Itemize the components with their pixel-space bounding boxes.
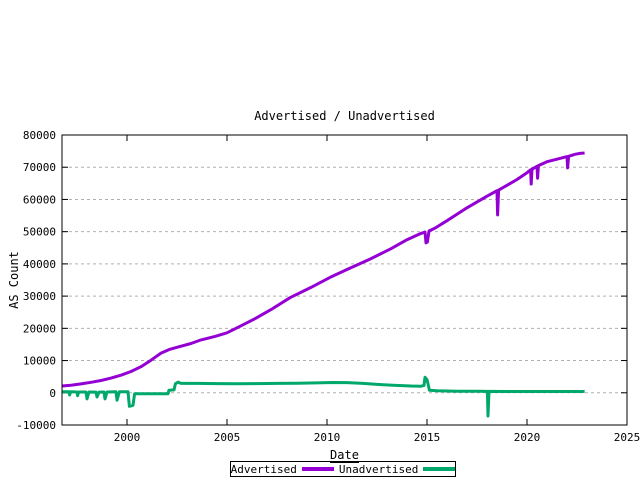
x-tick-label: 2005 [214, 431, 241, 444]
x-tick-label: 2015 [414, 431, 441, 444]
y-tick-label: 50000 [23, 226, 56, 239]
x-axis-label: Date [330, 448, 359, 463]
legend-label: Unadvertised [338, 462, 419, 476]
y-tick-label: 40000 [23, 258, 56, 271]
y-tick-label: 30000 [23, 290, 56, 303]
plot-border [61, 134, 628, 426]
legend-entry-unadvertised: Unadvertised [338, 462, 456, 476]
x-tick-label: 2010 [314, 431, 341, 444]
series-line-unadvertised [62, 375, 585, 418]
x-tick-label: 2025 [614, 431, 640, 444]
y-tick-label: 10000 [23, 355, 56, 368]
y-axis-label: AS Count [7, 251, 21, 309]
y-tick-label: 80000 [23, 129, 56, 142]
legend-line-sample [423, 467, 456, 471]
legend-entry-advertised: Advertised [231, 463, 334, 476]
y-tick-label: 0 [49, 387, 56, 400]
legend-line-sample [301, 467, 334, 471]
x-tick-label: 2020 [514, 431, 541, 444]
y-tick-label: 70000 [23, 161, 56, 174]
chart-title: Advertised / Unadvertised [254, 109, 435, 123]
series-line-advertised [61, 151, 585, 388]
legend-box: Advertised Unadvertised [230, 461, 456, 477]
y-tick-label: -10000 [16, 419, 56, 432]
x-axis-label-wrap: Date [62, 448, 627, 463]
y-tick-label: 60000 [23, 193, 56, 206]
y-tick-label: 20000 [23, 322, 56, 335]
x-tick-label: 2000 [114, 431, 141, 444]
legend-label: Advertised [230, 462, 297, 476]
